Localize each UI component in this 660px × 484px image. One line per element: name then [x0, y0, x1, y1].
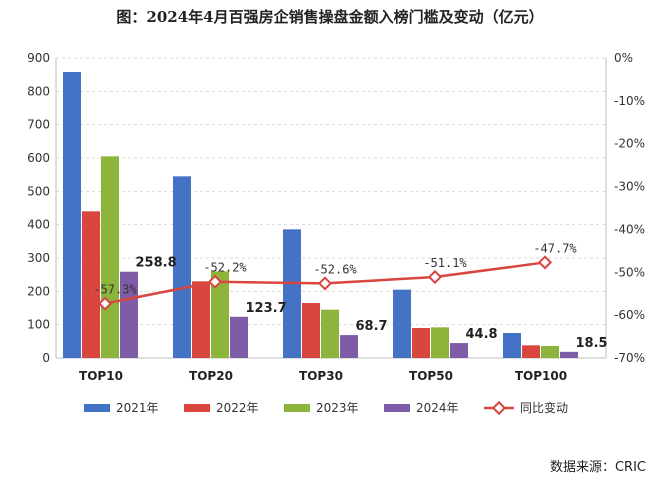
bar	[211, 271, 229, 358]
bar	[450, 343, 468, 358]
legend: 2021年 2022年 2023年 2024年 同比变动	[84, 400, 568, 416]
bar	[503, 333, 521, 358]
x-tick-label: TOP100	[515, 369, 567, 383]
yoy-marker	[427, 269, 443, 285]
bar	[101, 156, 119, 358]
y-left-tick: 500	[27, 184, 50, 198]
y-left-tick: 400	[27, 218, 50, 232]
gridlines	[56, 57, 606, 326]
x-tick-label: TOP50	[409, 369, 453, 383]
yoy-marker	[207, 274, 223, 289]
bar	[321, 309, 339, 358]
bar	[560, 351, 578, 358]
source-note: 数据来源：CRIC	[549, 460, 646, 475]
y-right-tick: -40%	[614, 222, 645, 236]
bar	[393, 289, 411, 358]
bar	[283, 229, 301, 358]
legend-swatch	[284, 404, 310, 412]
bar	[522, 345, 540, 358]
y-left-tick: 200	[27, 284, 50, 298]
legend-line-marker	[491, 400, 507, 416]
legend-label: 同比变动	[520, 400, 568, 415]
chart-title: 图：2024年4月百强房企销售操盘金额入榜门槛及变动（亿元）	[116, 8, 544, 26]
y-right-tick: -20%	[614, 137, 645, 151]
yoy-marker	[317, 276, 333, 291]
yoy-marker	[537, 255, 553, 270]
y-left-tick: 800	[27, 84, 50, 98]
y-left-tick: 900	[27, 51, 50, 65]
data-label: 18.5	[576, 336, 608, 351]
legend-swatch	[84, 404, 110, 412]
yoy-label: -52.2%	[203, 261, 247, 275]
bar	[63, 72, 81, 358]
labels: 258.8 123.7 68.7 44.8 18.5 -57.3% -52.2% -52.6%…	[93, 241, 607, 350]
yoy-marker	[97, 296, 113, 311]
data-label: 68.7	[356, 319, 388, 334]
bar	[230, 316, 248, 358]
y-right-tick: 0%	[614, 51, 633, 65]
x-tick-label: TOP20	[189, 369, 233, 383]
legend-swatch	[184, 404, 210, 412]
y-right-tick: -60%	[614, 308, 645, 322]
data-label: 44.8	[466, 327, 498, 342]
bar	[192, 281, 210, 358]
y-right-tick: -30%	[614, 180, 645, 194]
legend-label: 2023年	[316, 401, 359, 415]
y-left-tick: 100	[27, 318, 50, 332]
y-right-tick: -70%	[614, 351, 645, 365]
legend-swatch	[384, 404, 410, 412]
data-label: 123.7	[246, 301, 287, 316]
legend-label: 2021年	[116, 401, 159, 415]
bars	[63, 72, 578, 358]
yoy-label: -47.7%	[533, 241, 577, 255]
yoy-label: -57.3%	[93, 283, 137, 297]
y-left-tick: 600	[27, 151, 50, 165]
bar	[412, 328, 430, 358]
yoy-line	[97, 255, 553, 311]
bar	[173, 176, 191, 358]
legend-label: 2022年	[216, 401, 259, 415]
bar	[340, 335, 358, 358]
yoy-label: -51.1%	[423, 256, 467, 270]
y-left-tick: 300	[27, 251, 50, 265]
y-right-tick: -50%	[614, 265, 645, 279]
y-right-tick: -10%	[614, 94, 645, 108]
bar	[541, 346, 559, 358]
x-tick-label: TOP30	[299, 369, 343, 383]
bar	[120, 271, 138, 358]
data-label: 258.8	[136, 256, 177, 271]
x-tick-label: TOP10	[79, 369, 123, 383]
bar	[302, 303, 320, 358]
yoy-label: -52.6%	[313, 262, 357, 276]
axes: 0 100 200 300 400 500 600 700 800 900 0% -10% -20% -3…	[27, 51, 645, 383]
y-left-tick: 700	[27, 118, 50, 132]
y-left-tick: 0	[42, 351, 50, 365]
bar	[431, 327, 449, 358]
legend-label: 2024年	[416, 401, 459, 415]
bar	[82, 211, 100, 358]
